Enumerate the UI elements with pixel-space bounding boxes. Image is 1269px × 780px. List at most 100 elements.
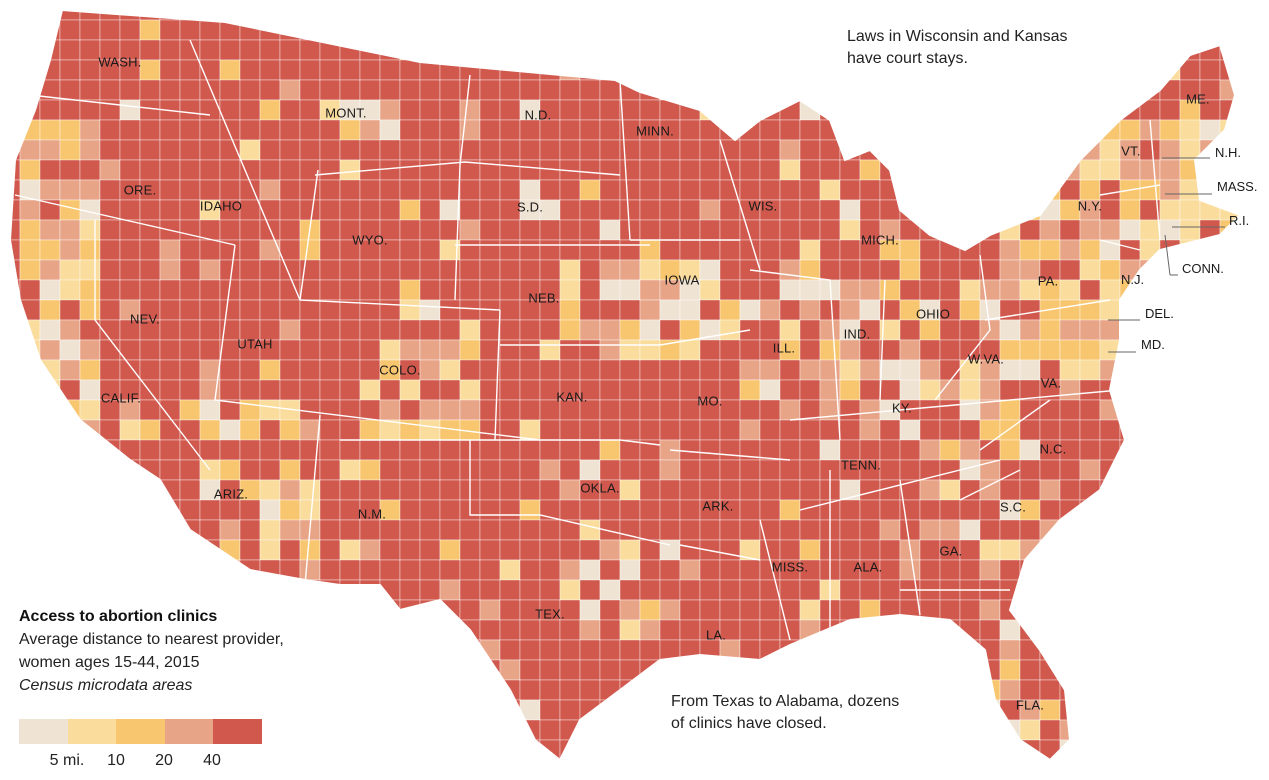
map-area-tile bbox=[779, 499, 801, 521]
map-area-tile bbox=[639, 10, 661, 21]
map-area-tile bbox=[1199, 539, 1221, 561]
map-area-tile bbox=[739, 179, 761, 201]
map-area-tile bbox=[1139, 59, 1161, 81]
map-area-tile bbox=[959, 739, 981, 760]
map-area-tile bbox=[39, 259, 61, 281]
map-area-tile bbox=[639, 559, 661, 581]
map-area-tile bbox=[799, 639, 821, 661]
map-area-tile bbox=[679, 599, 701, 621]
state-label-colo: COLO. bbox=[379, 362, 421, 378]
map-area-tile bbox=[479, 139, 501, 161]
map-area-tile bbox=[759, 139, 781, 161]
map-area-tile bbox=[539, 59, 561, 81]
map-area-tile bbox=[379, 439, 401, 461]
map-area-tile bbox=[859, 419, 881, 441]
map-area-tile bbox=[339, 139, 361, 161]
map-area-tile bbox=[99, 559, 121, 581]
map-area-tile bbox=[799, 239, 821, 261]
state-label-nd: N.D. bbox=[524, 107, 552, 123]
map-area-tile bbox=[759, 159, 781, 181]
map-area-tile bbox=[1099, 79, 1121, 101]
map-area-tile bbox=[1079, 719, 1101, 741]
map-area-tile bbox=[939, 10, 961, 21]
map-area-tile bbox=[1019, 519, 1041, 541]
map-area-tile bbox=[439, 539, 461, 561]
map-area-tile bbox=[619, 59, 641, 81]
map-area-tile bbox=[319, 139, 341, 161]
map-area-tile bbox=[59, 59, 81, 81]
map-area-tile bbox=[319, 519, 341, 541]
map-area-tile bbox=[1219, 719, 1240, 741]
map-area-tile bbox=[339, 259, 361, 281]
map-area-tile bbox=[1099, 759, 1121, 760]
map-area-tile bbox=[1059, 419, 1081, 441]
map-area-tile bbox=[519, 679, 541, 701]
map-area-tile bbox=[1119, 319, 1141, 341]
map-area-tile bbox=[919, 159, 941, 181]
map-area-tile bbox=[819, 99, 841, 121]
map-area-tile bbox=[919, 639, 941, 661]
map-area-tile bbox=[1019, 219, 1041, 241]
map-area-tile bbox=[439, 679, 461, 701]
map-area-tile bbox=[79, 59, 101, 81]
map-area-tile bbox=[1059, 459, 1081, 481]
map-area-tile bbox=[839, 739, 861, 760]
map-area-tile bbox=[1139, 519, 1161, 541]
map-area-tile bbox=[179, 559, 201, 581]
map-area-tile bbox=[10, 439, 21, 461]
map-area-tile bbox=[1119, 739, 1141, 760]
map-area-tile bbox=[259, 699, 281, 721]
map-area-tile bbox=[499, 659, 521, 681]
map-area-tile bbox=[599, 259, 621, 281]
map-area-tile bbox=[379, 19, 401, 41]
map-area-tile bbox=[239, 699, 261, 721]
map-area-tile bbox=[1179, 759, 1201, 760]
map-area-tile bbox=[839, 119, 861, 141]
map-area-tile bbox=[1079, 439, 1101, 461]
map-area-tile bbox=[10, 179, 21, 201]
map-area-tile bbox=[619, 319, 641, 341]
map-area-tile bbox=[259, 139, 281, 161]
map-area-tile bbox=[19, 279, 41, 301]
map-area-tile bbox=[699, 279, 721, 301]
map-area-tile bbox=[10, 479, 21, 501]
map-area-tile bbox=[579, 10, 601, 21]
state-label-iowa: IOWA bbox=[664, 272, 700, 288]
map-area-tile bbox=[799, 419, 821, 441]
map-area-tile bbox=[439, 279, 461, 301]
map-area-tile bbox=[519, 39, 541, 61]
state-borders bbox=[14, 39, 1161, 641]
map-area-tile bbox=[659, 359, 681, 381]
map-area-tile bbox=[619, 359, 641, 381]
map-area-tile bbox=[719, 379, 741, 401]
map-area-tile bbox=[439, 79, 461, 101]
map-area-tile bbox=[259, 239, 281, 261]
state-label-mont: MONT. bbox=[325, 105, 367, 121]
map-area-tile bbox=[1199, 599, 1221, 621]
map-area-tile bbox=[699, 659, 721, 681]
state-label-nc: N.C. bbox=[1039, 441, 1067, 457]
map-area-tile bbox=[1159, 259, 1181, 281]
map-area-tile bbox=[519, 179, 541, 201]
map-area-tile bbox=[879, 559, 901, 581]
map-area-tile bbox=[579, 539, 601, 561]
map-area-tile bbox=[659, 659, 681, 681]
map-area-tile bbox=[699, 359, 721, 381]
map-area-tile bbox=[799, 119, 821, 141]
map-area-tile bbox=[659, 59, 681, 81]
map-area-tile bbox=[499, 599, 521, 621]
map-area-tile bbox=[1179, 359, 1201, 381]
map-area-tile bbox=[19, 759, 41, 760]
map-area-tile bbox=[1260, 160, 1269, 180]
map-area-tile bbox=[219, 499, 241, 521]
callout-label-mass: MASS. bbox=[1217, 179, 1258, 194]
map-area-tile bbox=[1239, 739, 1240, 760]
map-area-tile bbox=[59, 99, 81, 121]
map-area-tile bbox=[259, 419, 281, 441]
map-area-tile bbox=[99, 219, 121, 241]
map-area-tile bbox=[279, 299, 301, 321]
map-area-tile bbox=[559, 339, 581, 361]
map-area-tile bbox=[1039, 559, 1061, 581]
map-area-tile bbox=[399, 719, 421, 741]
map-area-tile bbox=[1239, 379, 1240, 401]
